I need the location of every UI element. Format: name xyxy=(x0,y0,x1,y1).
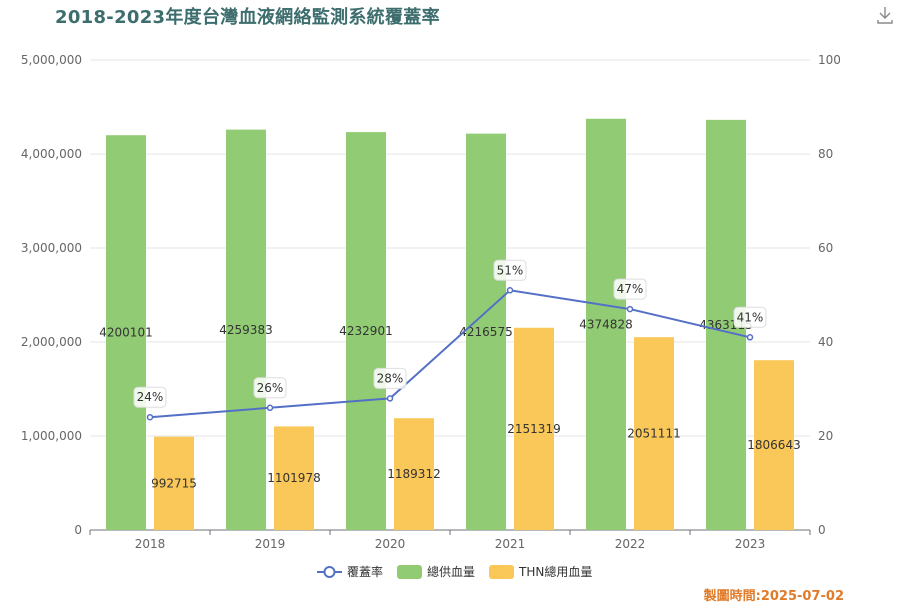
coverage-line-path xyxy=(149,289,751,419)
coverage-data-label: 47% xyxy=(617,282,644,296)
legend-bar-swatch xyxy=(397,565,423,579)
coverage-point xyxy=(506,287,514,294)
legend: 覆蓋率 總供血量 THN總用血量 xyxy=(317,564,592,579)
legend-label: 覆蓋率 xyxy=(347,564,383,579)
y-left-tick-label: 3,000,000 xyxy=(21,241,82,255)
y-right-tick-label: 0 xyxy=(818,523,826,537)
bar-thn-usage xyxy=(274,426,314,530)
bar-thn-usage xyxy=(394,418,434,530)
bar-data-label: 1806643 xyxy=(747,438,800,452)
legend-bar-swatch xyxy=(489,565,515,579)
bar-total-supply xyxy=(586,118,626,530)
coverage-data-label: 51% xyxy=(497,263,524,277)
coverage-data-label: 28% xyxy=(377,371,404,385)
x-tick-label: 2022 xyxy=(615,537,646,551)
coverage-label-box xyxy=(733,306,767,328)
bars xyxy=(106,118,794,531)
x-tick-label: 2021 xyxy=(495,537,526,551)
y-left-tick-label: 2,000,000 xyxy=(21,335,82,349)
x-tick-label: 2019 xyxy=(255,537,286,551)
bar-data-label: 2151319 xyxy=(507,422,560,436)
axes: 0 1,000,000 2,000,000 3,000,000 4,000,000 5,0… xyxy=(21,53,841,551)
y-left-tick-label: 1,000,000 xyxy=(21,429,82,443)
bar-data-label: 1189312 xyxy=(387,467,440,481)
coverage-point xyxy=(266,404,274,412)
bar-thn-usage xyxy=(514,327,554,530)
coverage-point xyxy=(626,305,634,313)
coverage-label-box xyxy=(493,259,527,281)
bar-data-label: 1101978 xyxy=(267,471,320,485)
bar-thn-usage xyxy=(634,337,674,530)
bar-thn-usage xyxy=(154,436,194,530)
coverage-data-label: 41% xyxy=(737,310,764,324)
coverage-data-label: 24% xyxy=(137,390,164,404)
download-icon[interactable] xyxy=(874,4,896,26)
coverage-line: 24% 26% 28% 51% 47% 41% xyxy=(133,259,767,421)
bar-data-label: 4259383 xyxy=(219,323,272,337)
coverage-point xyxy=(386,395,394,402)
bar-data-label: 4216575 xyxy=(459,325,512,339)
y-left-tick-label: 0 xyxy=(74,523,82,537)
y-left-tick-label: 4,000,000 xyxy=(21,147,82,161)
bar-data-label: 4374828 xyxy=(579,317,632,331)
gridlines xyxy=(90,59,810,437)
bar-data-label: 2051111 xyxy=(627,427,680,441)
y-right-tick-label: 20 xyxy=(818,429,833,443)
x-tick-label: 2020 xyxy=(375,537,406,551)
y-right-tick-label: 40 xyxy=(818,335,833,349)
bar-data-label: 4200101 xyxy=(99,326,152,340)
legend-label: 總供血量 xyxy=(427,564,475,579)
bar-data-label: 992715 xyxy=(151,476,197,490)
coverage-point xyxy=(146,413,154,421)
bar-total-supply xyxy=(466,133,506,530)
coverage-point xyxy=(746,334,754,341)
y-right-tick-label: 100 xyxy=(818,53,841,67)
coverage-label-box xyxy=(253,377,287,399)
coverage-label-box xyxy=(373,367,407,389)
x-tick-label: 2023 xyxy=(735,537,766,551)
coverage-label-box xyxy=(133,386,167,408)
legend-line-marker xyxy=(323,566,336,578)
footer-timestamp: 製圖時間:2025-07-02 xyxy=(703,589,844,604)
y-right-tick-label: 80 xyxy=(818,147,833,161)
chart-title: 2018-2023年度台灣血液網絡監測系統覆蓋率 xyxy=(55,7,440,28)
y-right-tick-label: 60 xyxy=(818,241,833,255)
y-left-tick-label: 5,000,000 xyxy=(21,53,82,67)
coverage-data-label: 26% xyxy=(257,381,284,395)
bar-total-supply xyxy=(346,132,386,530)
legend-label: THN總用血量 xyxy=(518,564,592,579)
bar-thn-usage xyxy=(754,360,794,530)
coverage-label-box xyxy=(613,278,647,300)
x-tick-label: 2018 xyxy=(135,537,166,551)
bar-total-supply xyxy=(106,135,146,531)
bar-total-supply xyxy=(226,129,266,531)
bar-data-label: 4232901 xyxy=(339,324,392,338)
